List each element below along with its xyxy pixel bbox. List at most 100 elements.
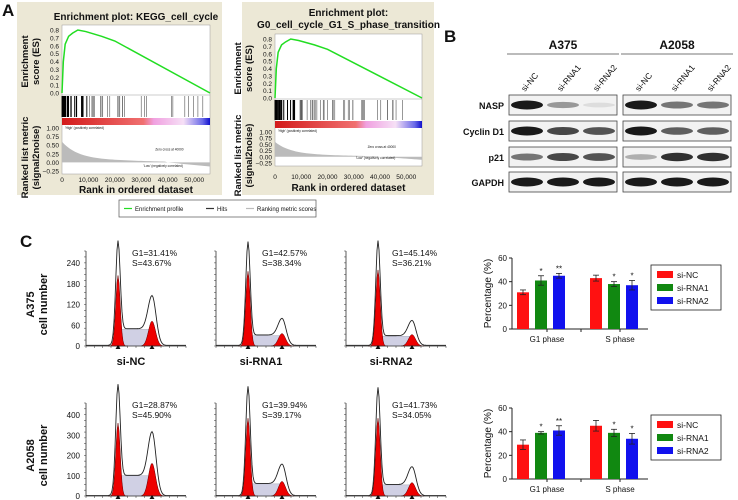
g2-peak-fill <box>140 320 165 347</box>
bar-si-NC-S-phase <box>590 425 602 479</box>
y-tick-label: 100 <box>67 472 81 481</box>
y-tick-label: 180 <box>67 280 81 289</box>
x-tick-label: 40,000 <box>370 174 390 181</box>
y-tick-label: 60 <box>498 404 507 413</box>
g2-peak-fill <box>400 482 425 497</box>
es-axis-label: Enrichment <box>20 35 31 88</box>
metric-tick-label: 0.25 <box>46 151 59 158</box>
es-tick-label: 0.0 <box>50 91 59 98</box>
protein-label: p21 <box>488 153 504 163</box>
row-y-axis-label: cell number <box>38 273 50 335</box>
histogram-si-RNA2: G1=41.73%S=34.05% <box>344 387 447 499</box>
y-tick-label: 120 <box>67 301 81 310</box>
protein-band <box>511 100 543 110</box>
metric-tick-label: 1.00 <box>259 130 272 137</box>
x-tick-label: 50,000 <box>184 177 204 184</box>
ranking-metric-area <box>275 141 422 160</box>
significance-marker: * <box>630 424 633 433</box>
x-tick-label: 20,000 <box>105 177 125 184</box>
legend-swatch <box>657 434 673 441</box>
y-tick-label: 20 <box>498 301 507 310</box>
lane-label: si-RNA1 <box>669 62 697 93</box>
es-tick-label: 0.1 <box>263 88 272 95</box>
bar-si-NC-G1-phase <box>517 292 529 329</box>
gsea-legend: Enrichment profile Hits Ranking metric sco… <box>118 199 317 218</box>
bar-si-RNA2-S-phase <box>626 438 638 479</box>
x-tick-label: 30,000 <box>131 177 151 184</box>
significance-marker: * <box>612 273 615 282</box>
panel-label-c: C <box>20 232 32 251</box>
protein-band <box>697 101 729 109</box>
y-axis-label: Percentage (%) <box>483 259 494 328</box>
metric-tick-label: 0.25 <box>259 148 272 155</box>
legend-label: si-RNA1 <box>677 283 709 293</box>
legend-swatch <box>657 271 673 278</box>
protein-band <box>547 153 579 161</box>
high-correlation-label: 'High' (positively correlated) <box>278 129 317 133</box>
category-label: G1 phase <box>530 335 565 344</box>
significance-marker: * <box>612 420 615 429</box>
peak-marker <box>149 495 155 499</box>
panel-label-a: A <box>2 1 14 20</box>
es-tick-label: 0.8 <box>50 28 59 35</box>
metric-tick-label: −0.25 <box>256 161 273 168</box>
metric-axis-label: Ranked list metric <box>233 115 244 197</box>
protein-band <box>511 177 543 187</box>
zero-cross-label: Zero cross at 40000 <box>368 145 397 149</box>
low-correlation-label: 'Low' (negatively correlated) <box>143 164 183 168</box>
row-y-axis-label: cell number <box>38 424 50 486</box>
protein-label: Cyclin D1 <box>463 127 504 137</box>
metric-tick-label: 0.00 <box>46 160 59 167</box>
bar-si-RNA1-S-phase <box>608 432 620 479</box>
y-axis-label: Percentage (%) <box>483 409 494 478</box>
cell-line-header: A375 <box>549 38 578 52</box>
g2-peak-fill <box>140 462 165 497</box>
legend-label: Hits <box>217 207 227 213</box>
legend-box <box>118 199 317 218</box>
significance-marker: * <box>630 271 633 280</box>
legend-swatch <box>657 284 673 291</box>
peak-marker <box>149 345 155 349</box>
zero-cross-label: Zero cross at 40000 <box>155 147 184 151</box>
significance-marker: * <box>539 267 542 276</box>
bar-si-RNA2-S-phase <box>626 285 638 329</box>
ranked-colorbar <box>275 121 422 128</box>
category-label: S phase <box>605 335 635 344</box>
high-correlation-label: 'High' (positively correlated) <box>65 126 104 130</box>
enrichment-profile-line <box>274 38 423 99</box>
y-tick-label: 300 <box>67 431 81 440</box>
protein-band <box>547 101 579 109</box>
significance-marker: ** <box>556 264 562 273</box>
bar-si-NC-S-phase <box>590 278 602 329</box>
metric-axis-label: (signal2noise) <box>31 126 42 190</box>
metric-axis-label: (signal2noise) <box>244 124 255 188</box>
peak-marker <box>279 495 285 499</box>
protein-band <box>661 152 693 162</box>
gsea-title: Enrichment plot: <box>309 8 388 19</box>
x-axis-label: Rank in ordered dataset <box>292 183 407 194</box>
sample-label: si-RNA2 <box>370 356 413 368</box>
y-tick-label: 0 <box>76 492 81 500</box>
lane-label: si-RNA2 <box>705 62 733 93</box>
protein-band <box>625 100 657 110</box>
histogram-envelope <box>216 386 316 497</box>
x-tick-label: 40,000 <box>158 177 178 184</box>
g1-percentage: G1=42.57% <box>262 248 308 258</box>
panel-a-gsea: Enrichment plot: KEGG_cell_cycle0.80.70.… <box>17 2 440 218</box>
y-tick-label: 0 <box>76 342 81 351</box>
gsea-title: Enrichment plot: KEGG_cell_cycle <box>54 12 219 23</box>
y-tick-label: 60 <box>498 254 507 263</box>
s-percentage: S=39.17% <box>262 410 302 420</box>
es-tick-label: 0.4 <box>50 59 59 66</box>
peak-marker <box>375 345 381 349</box>
g1-percentage: G1=39.94% <box>262 400 308 410</box>
peak-marker <box>375 495 381 499</box>
legend-swatch <box>657 297 673 304</box>
es-tick-label: 0.4 <box>263 66 272 73</box>
es-tick-label: 0.3 <box>263 73 272 80</box>
metric-tick-label: −0.25 <box>43 169 60 176</box>
metric-tick-label: 0.00 <box>259 154 272 161</box>
x-tick-label: 10,000 <box>78 177 98 184</box>
metric-axis-label: Ranked list metric <box>20 117 31 199</box>
